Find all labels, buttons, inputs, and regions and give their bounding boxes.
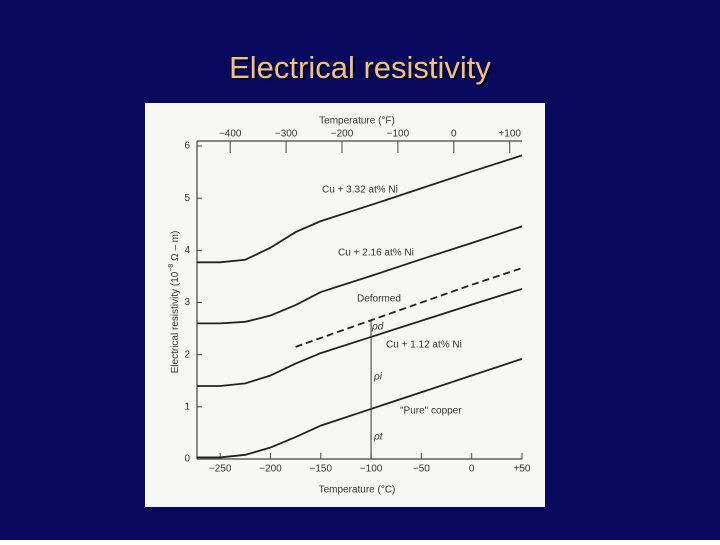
series-line (197, 357, 523, 459)
x2-axis-label: Temperature (°F) (319, 116, 395, 127)
y-label-main: Electrical resistivity (10 (170, 271, 181, 373)
y-tick-label: 6 (184, 141, 190, 152)
y-tick-label: 2 (184, 349, 190, 360)
x-tick-label: +50 (514, 464, 531, 475)
series-line (197, 288, 523, 387)
y-label-exp: −8 (168, 264, 175, 272)
chart: Temperature (°F) Temperature (°C) Electr… (168, 116, 531, 496)
chart-panel (145, 103, 545, 507)
series-label: Deformed (357, 294, 401, 305)
series-label: Cu + 2.16 at% Ni (338, 248, 414, 259)
x-tick-label: −200 (259, 464, 282, 475)
x2-tick-label: −400 (219, 129, 242, 140)
x-tick-label: −100 (360, 464, 383, 475)
x2-tick-label: −100 (387, 129, 410, 140)
series-label: Cu + 1.12 at% Ni (386, 340, 462, 351)
component-label: ρd (371, 322, 384, 333)
series-line (295, 267, 523, 348)
x-tick-label: 0 (469, 464, 475, 475)
x2-tick-label: −200 (331, 129, 354, 140)
y-label-unit: Ω – m) (170, 231, 181, 264)
x2-tick-label: +100 (498, 129, 521, 140)
x-tick-label: −250 (209, 464, 232, 475)
series-line (197, 154, 523, 264)
x-tick-label: −150 (309, 464, 332, 475)
y-tick-label: 1 (184, 401, 190, 412)
x2-tick-label: 0 (451, 129, 457, 140)
component-label: ρt (373, 432, 384, 443)
y-tick-label: 0 (184, 454, 190, 465)
y-tick-label: 5 (184, 193, 190, 204)
x-axis-label: Temperature (°C) (319, 485, 396, 496)
y-tick-label: 4 (184, 245, 190, 256)
series-line (197, 225, 523, 325)
series-label: "Pure" copper (400, 406, 462, 417)
slide-title: Electrical resistivity (229, 50, 491, 85)
y-tick-label: 3 (184, 297, 190, 308)
series-label: Cu + 3.32 at% Ni (322, 185, 398, 196)
y-axis-label: Electrical resistivity (10−8 Ω – m) (168, 231, 181, 374)
title-shadow: Electrical resistivity (231, 52, 493, 87)
x-tick-label: −50 (413, 464, 430, 475)
component-label: ρi (373, 372, 383, 383)
x2-tick-label: −300 (275, 129, 298, 140)
